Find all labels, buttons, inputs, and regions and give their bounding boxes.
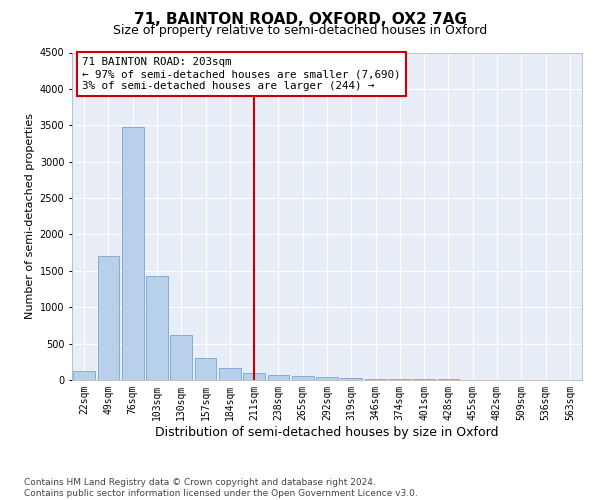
Bar xyxy=(268,374,289,380)
Bar xyxy=(146,276,168,380)
Y-axis label: Number of semi-detached properties: Number of semi-detached properties xyxy=(25,114,35,320)
Bar xyxy=(194,358,217,380)
Bar xyxy=(97,256,119,380)
Text: 71 BAINTON ROAD: 203sqm
← 97% of semi-detached houses are smaller (7,690)
3% of : 71 BAINTON ROAD: 203sqm ← 97% of semi-de… xyxy=(82,58,401,90)
Bar xyxy=(389,379,411,380)
X-axis label: Distribution of semi-detached houses by size in Oxford: Distribution of semi-detached houses by … xyxy=(155,426,499,438)
Text: Size of property relative to semi-detached houses in Oxford: Size of property relative to semi-detach… xyxy=(113,24,487,37)
Bar xyxy=(122,126,143,380)
Bar xyxy=(340,378,362,380)
Bar xyxy=(413,379,435,380)
Bar xyxy=(170,335,192,380)
Bar xyxy=(73,370,95,380)
Bar xyxy=(219,368,241,380)
Bar xyxy=(243,372,265,380)
Text: 71, BAINTON ROAD, OXFORD, OX2 7AG: 71, BAINTON ROAD, OXFORD, OX2 7AG xyxy=(134,12,466,28)
Bar xyxy=(365,378,386,380)
Bar xyxy=(292,376,314,380)
Bar xyxy=(316,377,338,380)
Text: Contains HM Land Registry data © Crown copyright and database right 2024.
Contai: Contains HM Land Registry data © Crown c… xyxy=(24,478,418,498)
